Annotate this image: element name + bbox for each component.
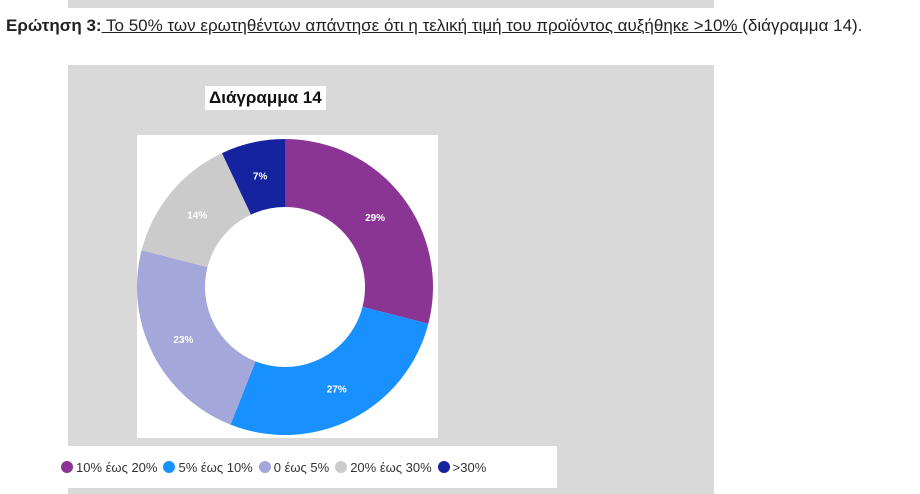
- slice-label-3: 14%: [187, 210, 207, 221]
- question-text: Ερώτηση 3: Το 50% των ερωτηθέντων απάντη…: [0, 8, 920, 65]
- legend-label: 0 έως 5%: [273, 459, 330, 475]
- legend-item: 0 έως 5%: [258, 459, 330, 475]
- slice-label-2: 23%: [173, 335, 193, 346]
- legend-item: >30%: [437, 459, 487, 475]
- legend-item: 20% έως 30%: [335, 459, 432, 475]
- question-answer: Το 50% των ερωτηθέντων απάντησε ότι η τε…: [101, 16, 743, 35]
- slice-label-0: 29%: [365, 213, 385, 224]
- slice-label-4: 7%: [253, 172, 268, 183]
- slice-0: [285, 139, 433, 324]
- slice-4: [221, 139, 285, 215]
- legend-item: 10% έως 20%: [61, 460, 157, 475]
- chart-legend: 10% έως 20% 5% έως 10% 0 έως 5% 20% έως 30%…: [53, 446, 557, 488]
- slice-3: [141, 153, 251, 268]
- legend-label: >30%: [452, 459, 487, 475]
- legend-label: 5% έως 10%: [178, 459, 253, 475]
- legend-item: 5% έως 10%: [163, 459, 253, 475]
- slice-2: [137, 250, 256, 425]
- legend-dot-icon: [163, 461, 176, 473]
- question-label: Ερώτηση 3:: [6, 16, 102, 35]
- legend-dot-icon: [61, 461, 73, 473]
- legend-dot-icon: [437, 461, 450, 473]
- legend-dot-icon: [335, 461, 348, 473]
- legend-label: 10% έως 20%: [76, 459, 158, 475]
- chart-area: 29% 27% 23% 14% 7%: [137, 135, 438, 438]
- slice-label-1: 27%: [327, 385, 347, 396]
- question-ref: (διάγραμμα 14).: [742, 16, 863, 35]
- slice-1: [230, 306, 429, 436]
- chart-title: Διάγραμμα 14: [205, 86, 326, 110]
- legend-dot-icon: [258, 461, 271, 473]
- legend-label: 20% έως 30%: [350, 459, 432, 475]
